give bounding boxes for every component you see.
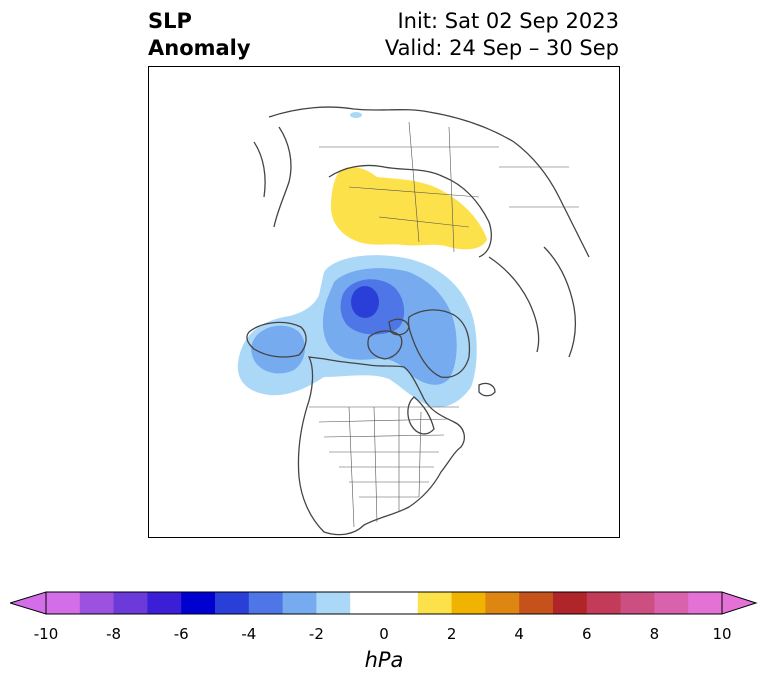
colorbar-tick-label: 0: [379, 625, 389, 643]
colorbar-cell: [147, 592, 182, 614]
colorbar-tick-label: 6: [582, 625, 592, 643]
colorbar-cell: [181, 592, 216, 614]
colorbar-cell: [654, 592, 689, 614]
title-right: Init: Sat 02 Sep 2023 Valid: 24 Sep – 30…: [385, 8, 619, 62]
colorbar-cell: [519, 592, 554, 614]
colorbar-cell: [553, 592, 588, 614]
colorbar-extend-high: [721, 591, 758, 615]
colorbar-tick-label: -8: [106, 625, 122, 643]
colorbar-cell: [451, 592, 486, 614]
title-field: Anomaly: [148, 36, 251, 60]
colorbar-tick-label: -2: [308, 625, 324, 643]
colorbar-extend-low: [10, 591, 47, 615]
colorbar: [10, 591, 758, 615]
coastlines: [246, 106, 590, 536]
colorbar-tick-label: 10: [712, 625, 732, 643]
colorbar-cell: [46, 592, 81, 614]
colorbar-cell: [485, 592, 520, 614]
colorbar-tick-label: -4: [241, 625, 257, 643]
colorbar-cell: [688, 592, 723, 614]
init-date: Init: Sat 02 Sep 2023: [397, 9, 619, 33]
map-panel: [148, 66, 620, 538]
colorbar-cell: [620, 592, 655, 614]
anomaly-positive-siberia: [331, 166, 487, 250]
colorbar-outline: [45, 591, 723, 615]
colorbar-cell: [113, 592, 148, 614]
anomaly-core-contour: [351, 286, 379, 318]
colorbar-tick-label: 8: [649, 625, 660, 643]
colorbar-unit-label: hPa: [364, 648, 404, 672]
colorbar-tick-label: 4: [514, 625, 524, 643]
colorbar-cells: [46, 592, 723, 614]
colorbar-cell: [79, 592, 115, 614]
anomaly-west-lobe: [251, 325, 306, 374]
colorbar-tick-label: -10: [33, 625, 59, 643]
colorbar-cell: [417, 592, 453, 614]
anomaly-small-negative: [350, 112, 362, 118]
title-variable: SLP: [148, 9, 192, 33]
colorbar-cell: [215, 592, 250, 614]
colorbar-cell: [316, 592, 351, 614]
colorbar-cell: [350, 592, 385, 614]
valid-range: Valid: 24 Sep – 30 Sep: [384, 36, 619, 60]
map-svg: [237, 106, 590, 536]
colorbar-tick-label: 2: [446, 625, 457, 643]
colorbar-cell: [282, 592, 317, 614]
colorbar-tick-label: -6: [173, 625, 189, 643]
colorbar-cell: [586, 592, 622, 614]
colorbar-cell: [384, 592, 419, 614]
title-left: SLP Anomaly: [148, 8, 251, 62]
colorbar-cell: [248, 592, 284, 614]
borders: [309, 121, 579, 528]
